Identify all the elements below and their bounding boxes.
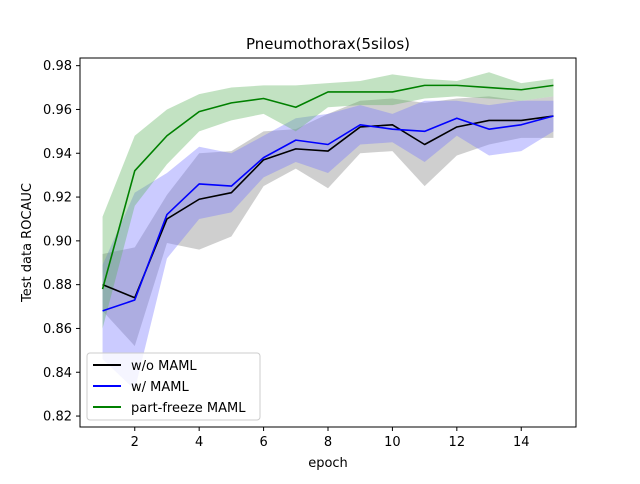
legend-label-w-o-maml: w/o MAML: [131, 359, 197, 374]
confidence-bands: [102, 72, 554, 390]
x-tick-label: 4: [195, 435, 203, 450]
w-maml-band: [102, 100, 554, 390]
w-o-maml-band: [102, 96, 554, 346]
y-tick-label: 0.90: [43, 234, 72, 249]
y-tick-label: 0.86: [43, 322, 72, 337]
x-tick-label: 8: [324, 435, 332, 450]
y-axis-label: Test data ROCAUC: [20, 183, 35, 303]
part-freeze-maml-band: [102, 72, 554, 329]
x-tick-label: 12: [449, 435, 466, 450]
x-tick-label: 10: [384, 435, 401, 450]
y-axis-ticks: 0.82 0.84 0.86 0.88 0.90 0.92 0.94 0.96 0.98: [43, 59, 80, 425]
series-lines: [101, 84, 554, 312]
x-tick-label: 2: [131, 435, 139, 450]
legend-label-w-maml: w/ MAML: [131, 380, 189, 395]
x-tick-label: 6: [259, 435, 267, 450]
legend-box: [86, 352, 261, 421]
part-freeze-maml-line: [101, 84, 554, 290]
y-tick-label: 0.94: [43, 147, 72, 162]
chart-title: Pneumothorax(5silos): [246, 35, 410, 53]
w-maml-line: [102, 115, 554, 312]
y-tick-label: 0.92: [43, 191, 72, 206]
legend: w/o MAML w/ MAML part-freeze MAML: [86, 352, 261, 421]
y-tick-label: 0.82: [43, 410, 72, 425]
y-tick-label: 0.96: [43, 103, 72, 118]
x-axis-ticks: 2 4 6 8 10 12 14: [131, 427, 530, 450]
y-tick-label: 0.98: [43, 59, 72, 74]
w-o-maml-line: [102, 115, 554, 299]
y-tick-label: 0.88: [43, 278, 72, 293]
y-tick-label: 0.84: [43, 366, 72, 381]
x-tick-label: 14: [513, 435, 530, 450]
x-axis-label: epoch: [308, 456, 348, 471]
legend-label-part-freeze-maml: part-freeze MAML: [131, 401, 246, 416]
